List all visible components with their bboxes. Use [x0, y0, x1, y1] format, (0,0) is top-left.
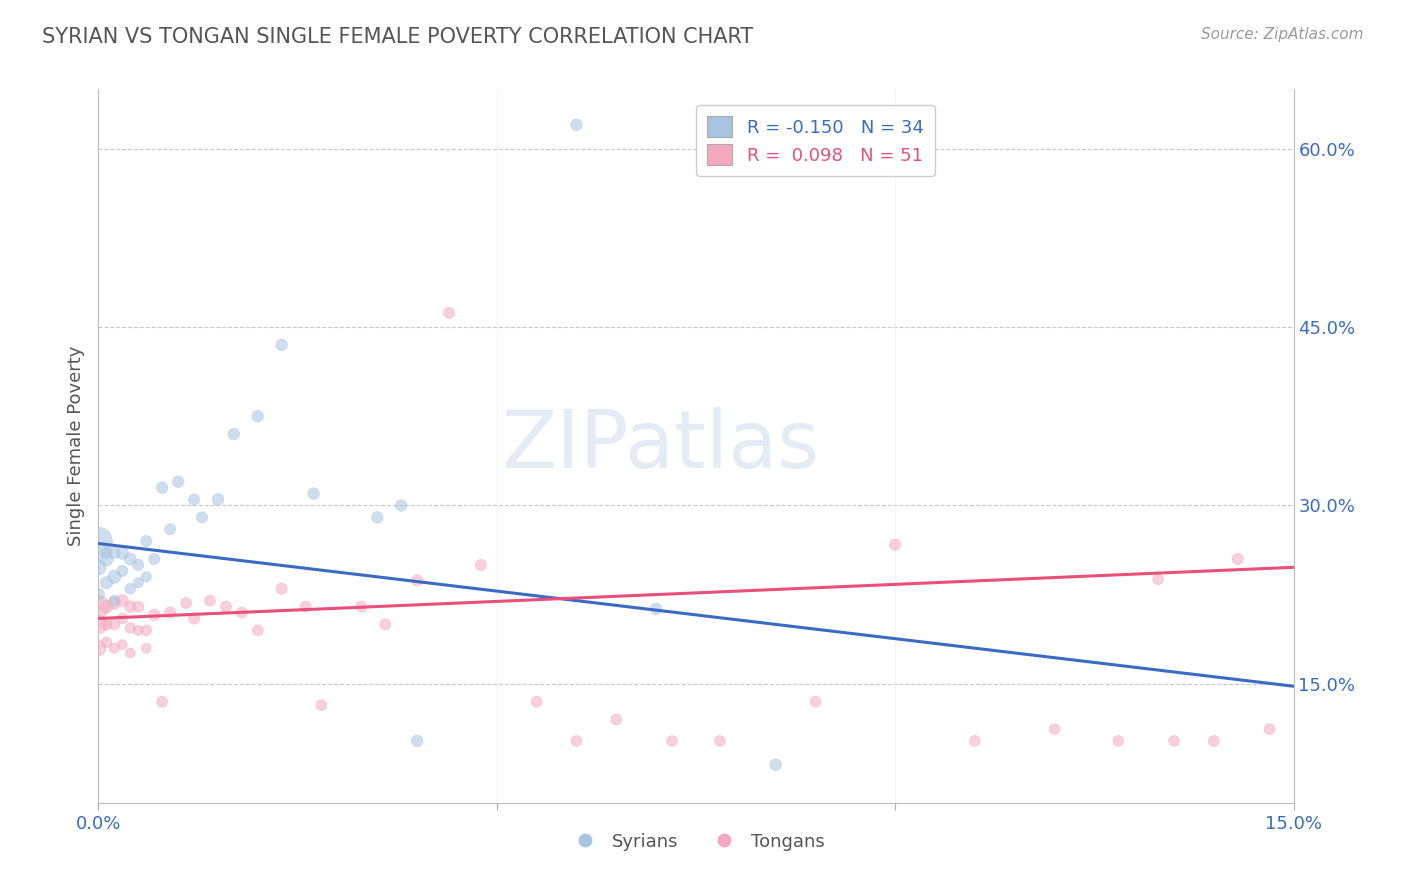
Point	[1226, 552, 1249, 566]
Point	[246, 409, 269, 424]
Point	[120, 621, 142, 635]
Point	[96, 635, 118, 649]
Point	[1107, 734, 1129, 748]
Text: Source: ZipAtlas.com: Source: ZipAtlas.com	[1201, 27, 1364, 42]
Point	[96, 617, 118, 632]
Point	[159, 606, 181, 620]
Y-axis label: Single Female Poverty: Single Female Poverty	[66, 346, 84, 546]
Point	[270, 338, 292, 352]
Point	[111, 638, 134, 652]
Point	[645, 602, 668, 616]
Point	[159, 522, 181, 536]
Point	[103, 641, 125, 656]
Point	[150, 481, 173, 495]
Point	[366, 510, 388, 524]
Point	[120, 646, 142, 660]
Point	[127, 599, 149, 614]
Point	[103, 570, 125, 584]
Point	[1147, 572, 1170, 586]
Point	[605, 713, 627, 727]
Point	[87, 617, 110, 632]
Point	[120, 552, 142, 566]
Point	[111, 611, 134, 625]
Point	[87, 588, 110, 602]
Point	[374, 617, 396, 632]
Point	[120, 582, 142, 596]
Point	[207, 492, 229, 507]
Point	[246, 624, 269, 638]
Point	[103, 617, 125, 632]
Point	[167, 475, 190, 489]
Point	[87, 560, 110, 574]
Point	[103, 596, 125, 610]
Point	[565, 118, 588, 132]
Point	[120, 599, 142, 614]
Point	[96, 599, 118, 614]
Point	[96, 552, 118, 566]
Point	[294, 599, 316, 614]
Point	[135, 641, 157, 656]
Point	[135, 534, 157, 549]
Point	[87, 599, 110, 614]
Point	[96, 575, 118, 590]
Point	[302, 486, 325, 500]
Point	[765, 757, 787, 772]
Point	[350, 599, 373, 614]
Point	[111, 564, 134, 578]
Point	[884, 538, 907, 552]
Point	[174, 596, 197, 610]
Point	[183, 492, 205, 507]
Point	[103, 593, 125, 607]
Point	[437, 306, 460, 320]
Point	[1163, 734, 1185, 748]
Point	[470, 558, 492, 572]
Point	[135, 624, 157, 638]
Point	[127, 624, 149, 638]
Point	[143, 552, 166, 566]
Point	[661, 734, 683, 748]
Point	[406, 734, 429, 748]
Point	[389, 499, 412, 513]
Text: ZIPatlas: ZIPatlas	[501, 407, 820, 485]
Point	[111, 546, 134, 560]
Point	[804, 695, 827, 709]
Point	[127, 558, 149, 572]
Text: SYRIAN VS TONGAN SINGLE FEMALE POVERTY CORRELATION CHART: SYRIAN VS TONGAN SINGLE FEMALE POVERTY C…	[42, 27, 754, 46]
Point	[1258, 722, 1281, 736]
Point	[135, 570, 157, 584]
Point	[143, 607, 166, 622]
Point	[565, 734, 588, 748]
Point	[87, 534, 110, 549]
Point	[215, 599, 238, 614]
Point	[1043, 722, 1066, 736]
Point	[1202, 734, 1225, 748]
Point	[270, 582, 292, 596]
Point	[709, 734, 731, 748]
Point	[526, 695, 548, 709]
Point	[311, 698, 333, 713]
Point	[103, 546, 125, 560]
Point	[183, 611, 205, 625]
Legend: Syrians, Tongans: Syrians, Tongans	[560, 826, 832, 858]
Point	[963, 734, 986, 748]
Point	[96, 546, 118, 560]
Point	[191, 510, 214, 524]
Point	[198, 593, 221, 607]
Point	[150, 695, 173, 709]
Point	[87, 641, 110, 656]
Point	[222, 427, 245, 442]
Point	[127, 575, 149, 590]
Point	[406, 574, 429, 588]
Point	[111, 593, 134, 607]
Point	[231, 606, 253, 620]
